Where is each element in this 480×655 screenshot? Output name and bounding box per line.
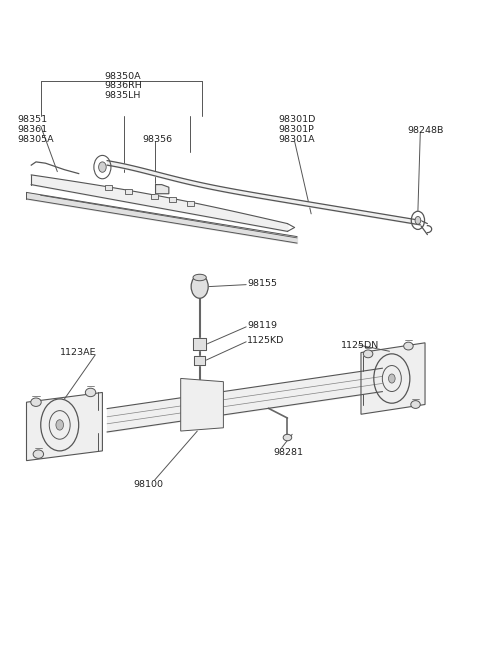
Text: 98301P: 98301P bbox=[278, 125, 314, 134]
Text: 98351: 98351 bbox=[17, 115, 47, 124]
Polygon shape bbox=[156, 185, 169, 194]
Ellipse shape bbox=[31, 398, 41, 406]
Ellipse shape bbox=[85, 388, 96, 397]
Circle shape bbox=[191, 275, 208, 298]
Ellipse shape bbox=[283, 434, 292, 441]
Bar bbox=[105, 185, 112, 190]
Text: 1123AE: 1123AE bbox=[60, 348, 96, 357]
Circle shape bbox=[388, 374, 395, 383]
Circle shape bbox=[415, 216, 421, 224]
Bar bbox=[125, 189, 132, 194]
Polygon shape bbox=[361, 343, 425, 414]
Circle shape bbox=[56, 420, 63, 430]
Text: 98248B: 98248B bbox=[407, 126, 444, 135]
Circle shape bbox=[98, 162, 106, 172]
Text: 98305A: 98305A bbox=[17, 135, 54, 143]
Text: 1125KD: 1125KD bbox=[247, 336, 285, 345]
Text: 98350A: 98350A bbox=[105, 71, 142, 81]
Text: 98356: 98356 bbox=[143, 135, 173, 143]
Text: 9836RH: 9836RH bbox=[105, 81, 143, 90]
Bar bbox=[187, 200, 193, 206]
Bar bbox=[151, 194, 158, 199]
Text: 98361: 98361 bbox=[17, 125, 47, 134]
Text: 98155: 98155 bbox=[247, 279, 277, 288]
Text: 98100: 98100 bbox=[133, 480, 163, 489]
Ellipse shape bbox=[411, 401, 420, 409]
Text: 9835LH: 9835LH bbox=[105, 91, 141, 100]
Text: 98119: 98119 bbox=[247, 321, 277, 330]
Ellipse shape bbox=[193, 274, 206, 281]
Polygon shape bbox=[26, 392, 102, 460]
Text: 1125DN: 1125DN bbox=[341, 341, 379, 350]
Ellipse shape bbox=[33, 450, 44, 458]
Text: 98281: 98281 bbox=[273, 448, 303, 457]
Polygon shape bbox=[180, 379, 223, 431]
Ellipse shape bbox=[363, 350, 373, 358]
Text: 98301A: 98301A bbox=[278, 135, 314, 143]
Ellipse shape bbox=[404, 342, 413, 350]
Bar bbox=[168, 197, 176, 202]
Text: 98301D: 98301D bbox=[278, 115, 315, 124]
